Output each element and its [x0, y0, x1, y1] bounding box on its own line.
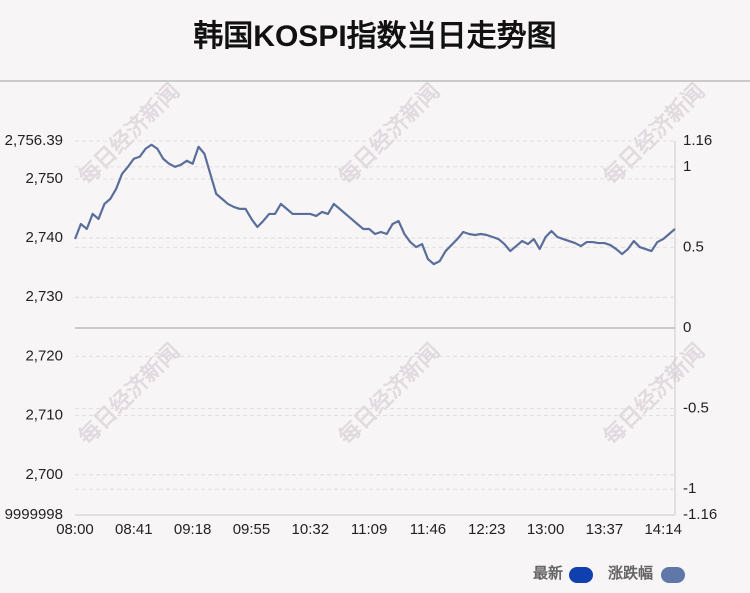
y-tick-label: 2,710	[25, 407, 63, 424]
legend-swatch	[569, 567, 593, 583]
legend-label: 涨跌幅	[608, 564, 653, 582]
y2-tick-label: 1.16	[683, 132, 712, 149]
legend-label: 最新	[533, 564, 563, 582]
watermark: 每日经济新闻	[333, 78, 445, 190]
watermark: 每日经济新闻	[598, 338, 710, 450]
watermark: 每日经济新闻	[73, 338, 185, 450]
x-tick-label: 11:46	[410, 521, 446, 538]
x-tick-label: 13:00	[527, 521, 565, 538]
y-tick-label: 2,756.39	[5, 132, 63, 149]
price-line	[73, 143, 676, 266]
y2-tick-label: -1.16	[683, 506, 717, 523]
watermarks: 每日经济新闻 每日经济新闻 每日经济新闻 每日经济新闻 每日经济新闻 每日经济新…	[73, 78, 710, 450]
watermark: 每日经济新闻	[73, 78, 185, 190]
y-tick-label: 2,750	[25, 170, 63, 187]
y-tick-label: 2,700	[25, 466, 63, 483]
y2-tick-label: 1	[683, 158, 691, 175]
x-tick-label: 10:32	[292, 521, 330, 538]
legend-swatch	[661, 567, 685, 583]
x-tick-label: 09:18	[174, 521, 212, 538]
y2-tick-label: -0.5	[683, 400, 709, 417]
watermark: 每日经济新闻	[333, 338, 445, 450]
x-tick-label: 11:09	[351, 521, 387, 538]
x-tick-label: 09:55	[233, 521, 271, 538]
y-tick-label: 2,740	[25, 229, 63, 246]
chart-title: 韩国KOSPI指数当日走势图	[193, 20, 556, 53]
y-tick-label: 2,730	[25, 288, 63, 305]
x-tick-label: 13:37	[586, 521, 624, 538]
x-tick-label: 08:41	[115, 521, 153, 538]
x-tick-label: 14:14	[644, 521, 682, 538]
y2-tick-label: -1	[683, 480, 696, 497]
y-tick-label: 9999998	[5, 506, 63, 523]
x-tick-label: 08:00	[56, 521, 94, 538]
y2-tick-label: 0	[683, 319, 691, 336]
y2-tick-label: 0.5	[683, 238, 704, 255]
x-tick-label: 12:23	[468, 521, 506, 538]
y-tick-label: 2,720	[25, 347, 63, 364]
